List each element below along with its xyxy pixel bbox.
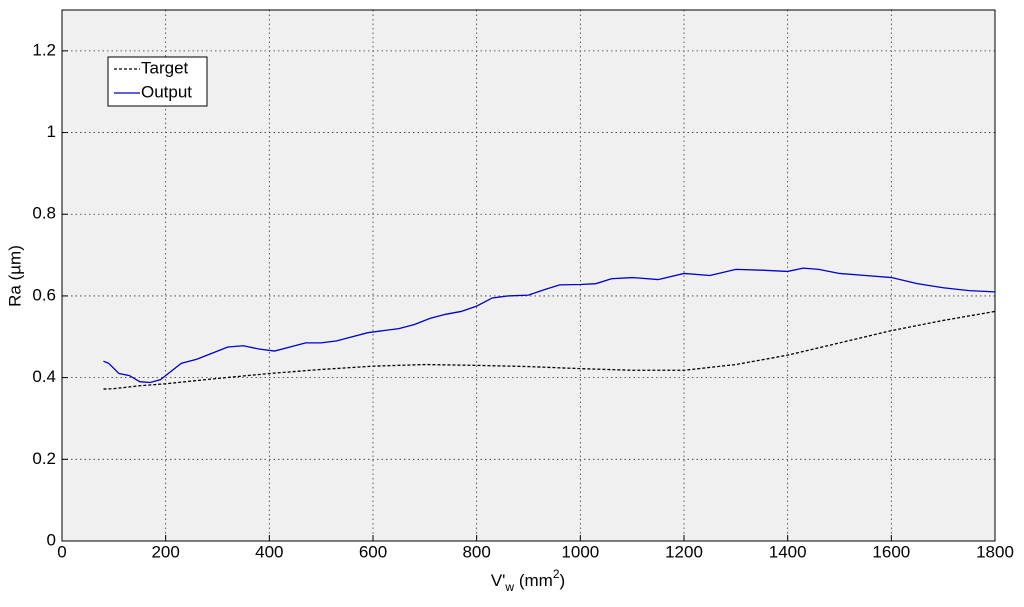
x-tick-label: 0: [57, 542, 66, 561]
x-tick-label: 200: [151, 542, 179, 561]
y-tick-label: 0.6: [32, 285, 56, 304]
x-tick-label: 1000: [561, 542, 599, 561]
y-tick-label: 0: [47, 530, 56, 549]
y-tick-label: 1: [47, 122, 56, 141]
y-tick-label: 1.2: [32, 40, 56, 59]
y-tick-label: 0.8: [32, 204, 56, 223]
x-tick-label: 1200: [665, 542, 703, 561]
x-tick-label: 1600: [872, 542, 910, 561]
plot-frame: [61, 9, 996, 542]
x-tick-label: 400: [255, 542, 283, 561]
legend-label: Target: [141, 58, 189, 77]
data-line: [103, 310, 996, 390]
x-axis-label: V'w (mm2): [491, 567, 565, 594]
y-tick-label: 0.4: [32, 367, 56, 386]
x-tick-label: 800: [462, 542, 490, 561]
data-line: [103, 267, 996, 384]
x-tick-label: 1400: [769, 542, 807, 561]
y-axis-label: Ra (µm): [5, 245, 24, 307]
x-tick-label: 1800: [976, 542, 1014, 561]
x-tick-label: 600: [359, 542, 387, 561]
y-tick-label: 0.2: [32, 449, 56, 468]
legend-label: Output: [141, 82, 192, 101]
legend-box: [107, 56, 208, 107]
plot-area: [62, 10, 995, 541]
